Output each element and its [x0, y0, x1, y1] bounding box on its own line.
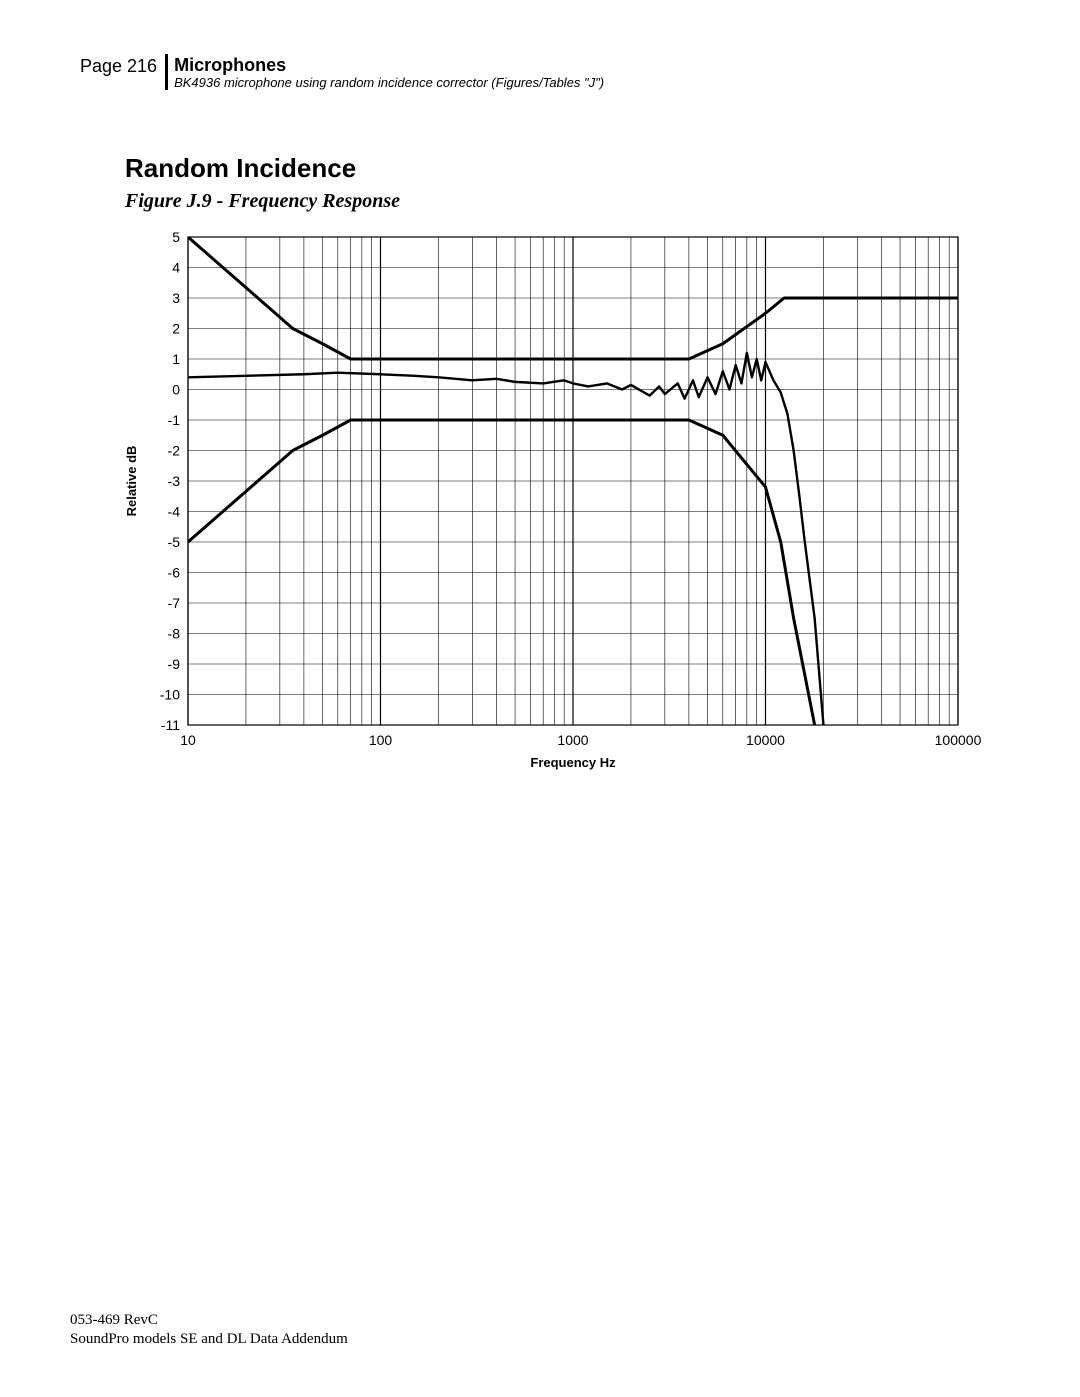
svg-text:100: 100 [369, 732, 393, 748]
svg-text:-8: -8 [168, 626, 181, 642]
header-divider [165, 54, 168, 90]
svg-text:-9: -9 [168, 656, 181, 672]
svg-text:10000: 10000 [746, 732, 785, 748]
svg-text:-6: -6 [168, 565, 181, 581]
section-title: Random Incidence [125, 153, 1015, 184]
svg-text:-1: -1 [168, 412, 181, 428]
svg-text:4: 4 [172, 260, 180, 276]
header-subtitle: BK4936 microphone using random incidence… [174, 75, 604, 91]
page: Page 216 Microphones BK4936 microphone u… [0, 0, 1080, 1397]
svg-text:0: 0 [172, 382, 180, 398]
header-texts: Microphones BK4936 microphone using rand… [174, 55, 604, 91]
svg-text:10: 10 [180, 732, 196, 748]
page-header: Page 216 Microphones BK4936 microphone u… [80, 55, 1015, 91]
svg-text:1: 1 [172, 351, 180, 367]
svg-text:100000: 100000 [935, 732, 982, 748]
footer-line-1: 053-469 RevC [70, 1311, 348, 1330]
footer-line-2: SoundPro models SE and DL Data Addendum [70, 1330, 348, 1349]
svg-text:Frequency Hz: Frequency Hz [530, 755, 616, 770]
page-footer: 053-469 RevC SoundPro models SE and DL D… [70, 1311, 348, 1349]
header-title: Microphones [174, 55, 604, 75]
svg-text:-3: -3 [168, 473, 181, 489]
frequency-response-chart: -11-10-9-8-7-6-5-4-3-2-10123451010010001… [110, 227, 1015, 787]
svg-text:-5: -5 [168, 534, 181, 550]
svg-text:-10: -10 [160, 687, 180, 703]
svg-text:-2: -2 [168, 443, 181, 459]
svg-text:Relative dB: Relative dB [124, 446, 139, 517]
svg-text:-11: -11 [161, 717, 180, 733]
svg-text:2: 2 [172, 321, 180, 337]
svg-text:-7: -7 [168, 595, 181, 611]
page-number: Page 216 [80, 55, 165, 77]
svg-text:5: 5 [172, 229, 180, 245]
chart-svg: -11-10-9-8-7-6-5-4-3-2-10123451010010001… [110, 227, 990, 787]
svg-text:1000: 1000 [557, 732, 588, 748]
figure-caption: Figure J.9 - Frequency Response [125, 190, 1015, 213]
svg-text:-4: -4 [168, 504, 181, 520]
svg-text:3: 3 [172, 290, 180, 306]
